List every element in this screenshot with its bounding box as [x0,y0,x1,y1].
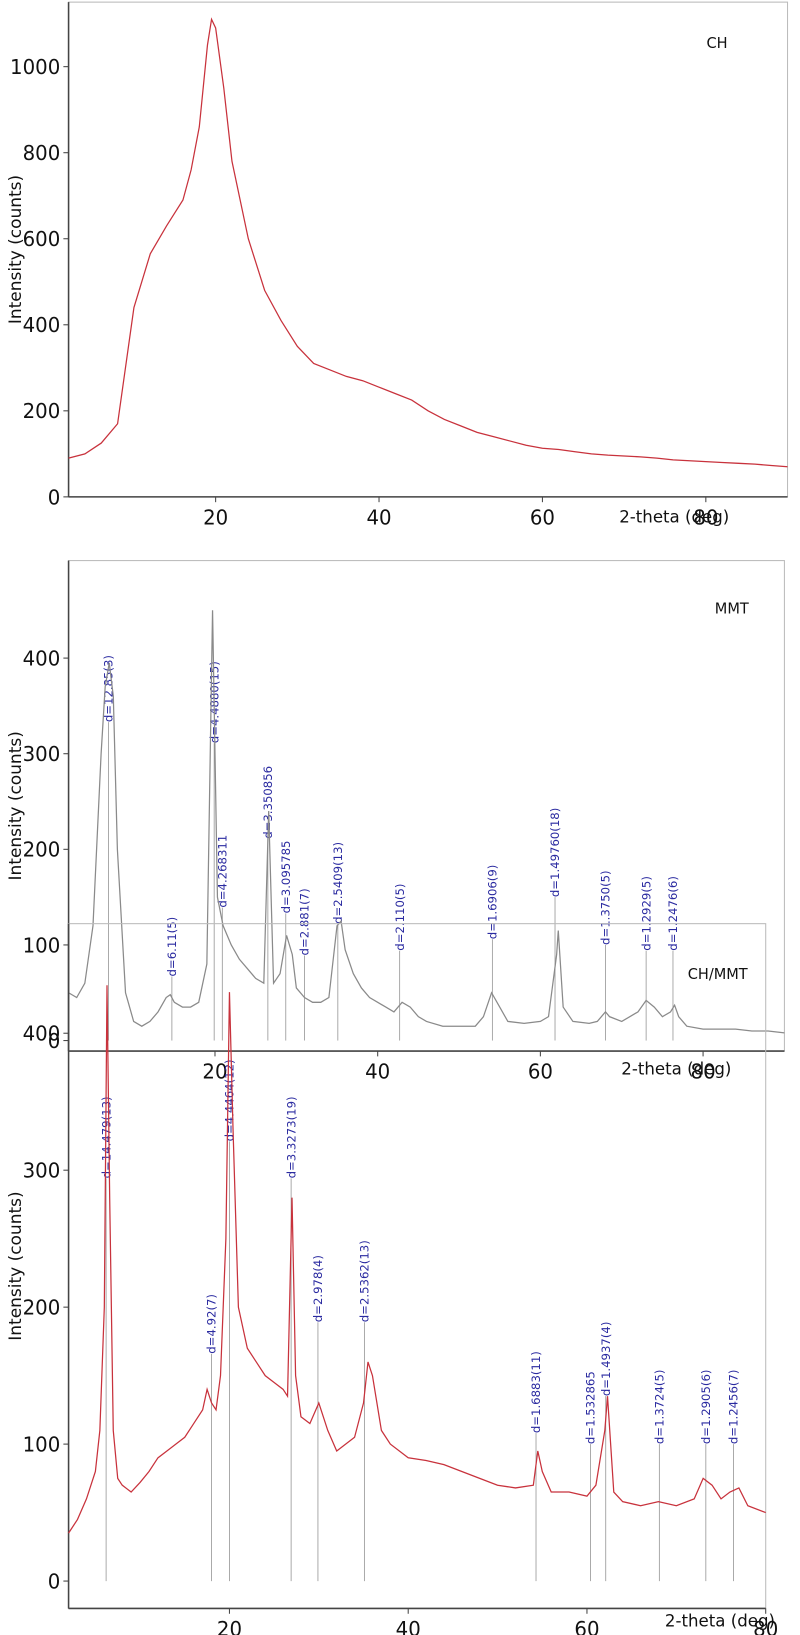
peak-label: d=2.110(5) [393,884,407,951]
plot-frame [68,560,785,1052]
y-tick-label: 300 [23,1158,61,1182]
y-tick-label: 400 [23,646,61,670]
data-line [68,610,785,1034]
peak-label: d=1.2929(5) [639,876,653,951]
y-tick-label: 400 [23,1021,61,1045]
peak-label: d=1.6883(11) [529,1351,543,1433]
y-tick-label: 800 [23,141,61,165]
y-tick-label: 600 [23,227,61,251]
chart-title: MMT [715,601,750,618]
y-axis-label: Intensity (counts) [5,1191,25,1340]
peak-label: d=1.4937(4) [599,1322,613,1397]
x-tick-label: 40 [396,1617,421,1635]
peak-label: d=2.5362(13) [358,1240,372,1322]
x-tick-label: 80 [753,1617,778,1635]
peak-label: d=4.4464(12) [223,1059,237,1141]
y-axis-label: Intensity (counts) [5,731,25,880]
y-tick-label: 0 [48,485,61,509]
x-axis-label: 2-theta (deg) [621,1058,731,1078]
peak-label: d=4.92(7) [205,1294,219,1354]
x-tick-label: 40 [366,505,391,529]
peak-label: d=1.2476(6) [666,876,680,951]
plot-frame [68,923,767,1609]
peak-label: d=1.3750(5) [599,870,613,945]
peak-label: d=1.6906(9) [486,865,500,940]
peak-label: d=2.978(4) [311,1255,325,1322]
peak-label: d=1.3724(5) [653,1370,667,1445]
peak-label: d=12.85(3) [102,655,116,722]
x-axis-label: 2-theta (deg) [665,1610,775,1630]
x-tick-label: 80 [693,505,718,529]
chart-title: CH [706,35,727,52]
peak-label: d=1.2905(6) [699,1370,713,1445]
peak-label: d=3.350856 [261,766,275,839]
peak-label: d=2.5409(13) [331,842,345,924]
x-tick-label: 40 [365,1059,390,1083]
y-tick-label: 400 [23,313,61,337]
plot-frame [68,1,789,498]
x-tick-label: 20 [202,1059,227,1083]
data-line [68,985,766,1534]
y-tick-label: 0 [48,1569,61,1593]
x-tick-label: 20 [203,505,228,529]
peak-label: d=1.532865 [584,1371,598,1444]
y-tick-label: 300 [23,742,61,766]
y-tick-label: 200 [23,399,61,423]
peak-label: d=6.11(5) [165,917,179,977]
peak-label: d=3.3273(19) [284,1096,298,1178]
y-tick-label: 200 [23,1295,61,1319]
peak-label: d=2.881(7) [298,888,312,955]
x-tick-label: 60 [530,505,555,529]
chart-title: CH/MMT [688,966,749,983]
peak-label: d=1.49760(18) [548,808,562,897]
y-tick-label: 200 [23,838,61,862]
y-tick-label: 100 [23,933,61,957]
y-tick-label: 0 [48,1029,61,1053]
y-axis-label: Intensity (counts) [5,175,25,324]
x-tick-label: 60 [574,1617,599,1635]
data-line [68,17,788,468]
x-tick-label: 60 [528,1059,553,1083]
y-tick-label: 100 [23,1432,61,1456]
peak-label: d=1.2456(7) [727,1370,741,1445]
x-axis-label: 2-theta (deg) [619,506,729,526]
x-tick-label: 80 [691,1059,716,1083]
peak-label: d=3.095785 [279,841,293,914]
peak-label: d=4.268311 [216,835,230,908]
x-tick-label: 20 [217,1617,242,1635]
y-tick-label: 1000 [10,55,60,79]
